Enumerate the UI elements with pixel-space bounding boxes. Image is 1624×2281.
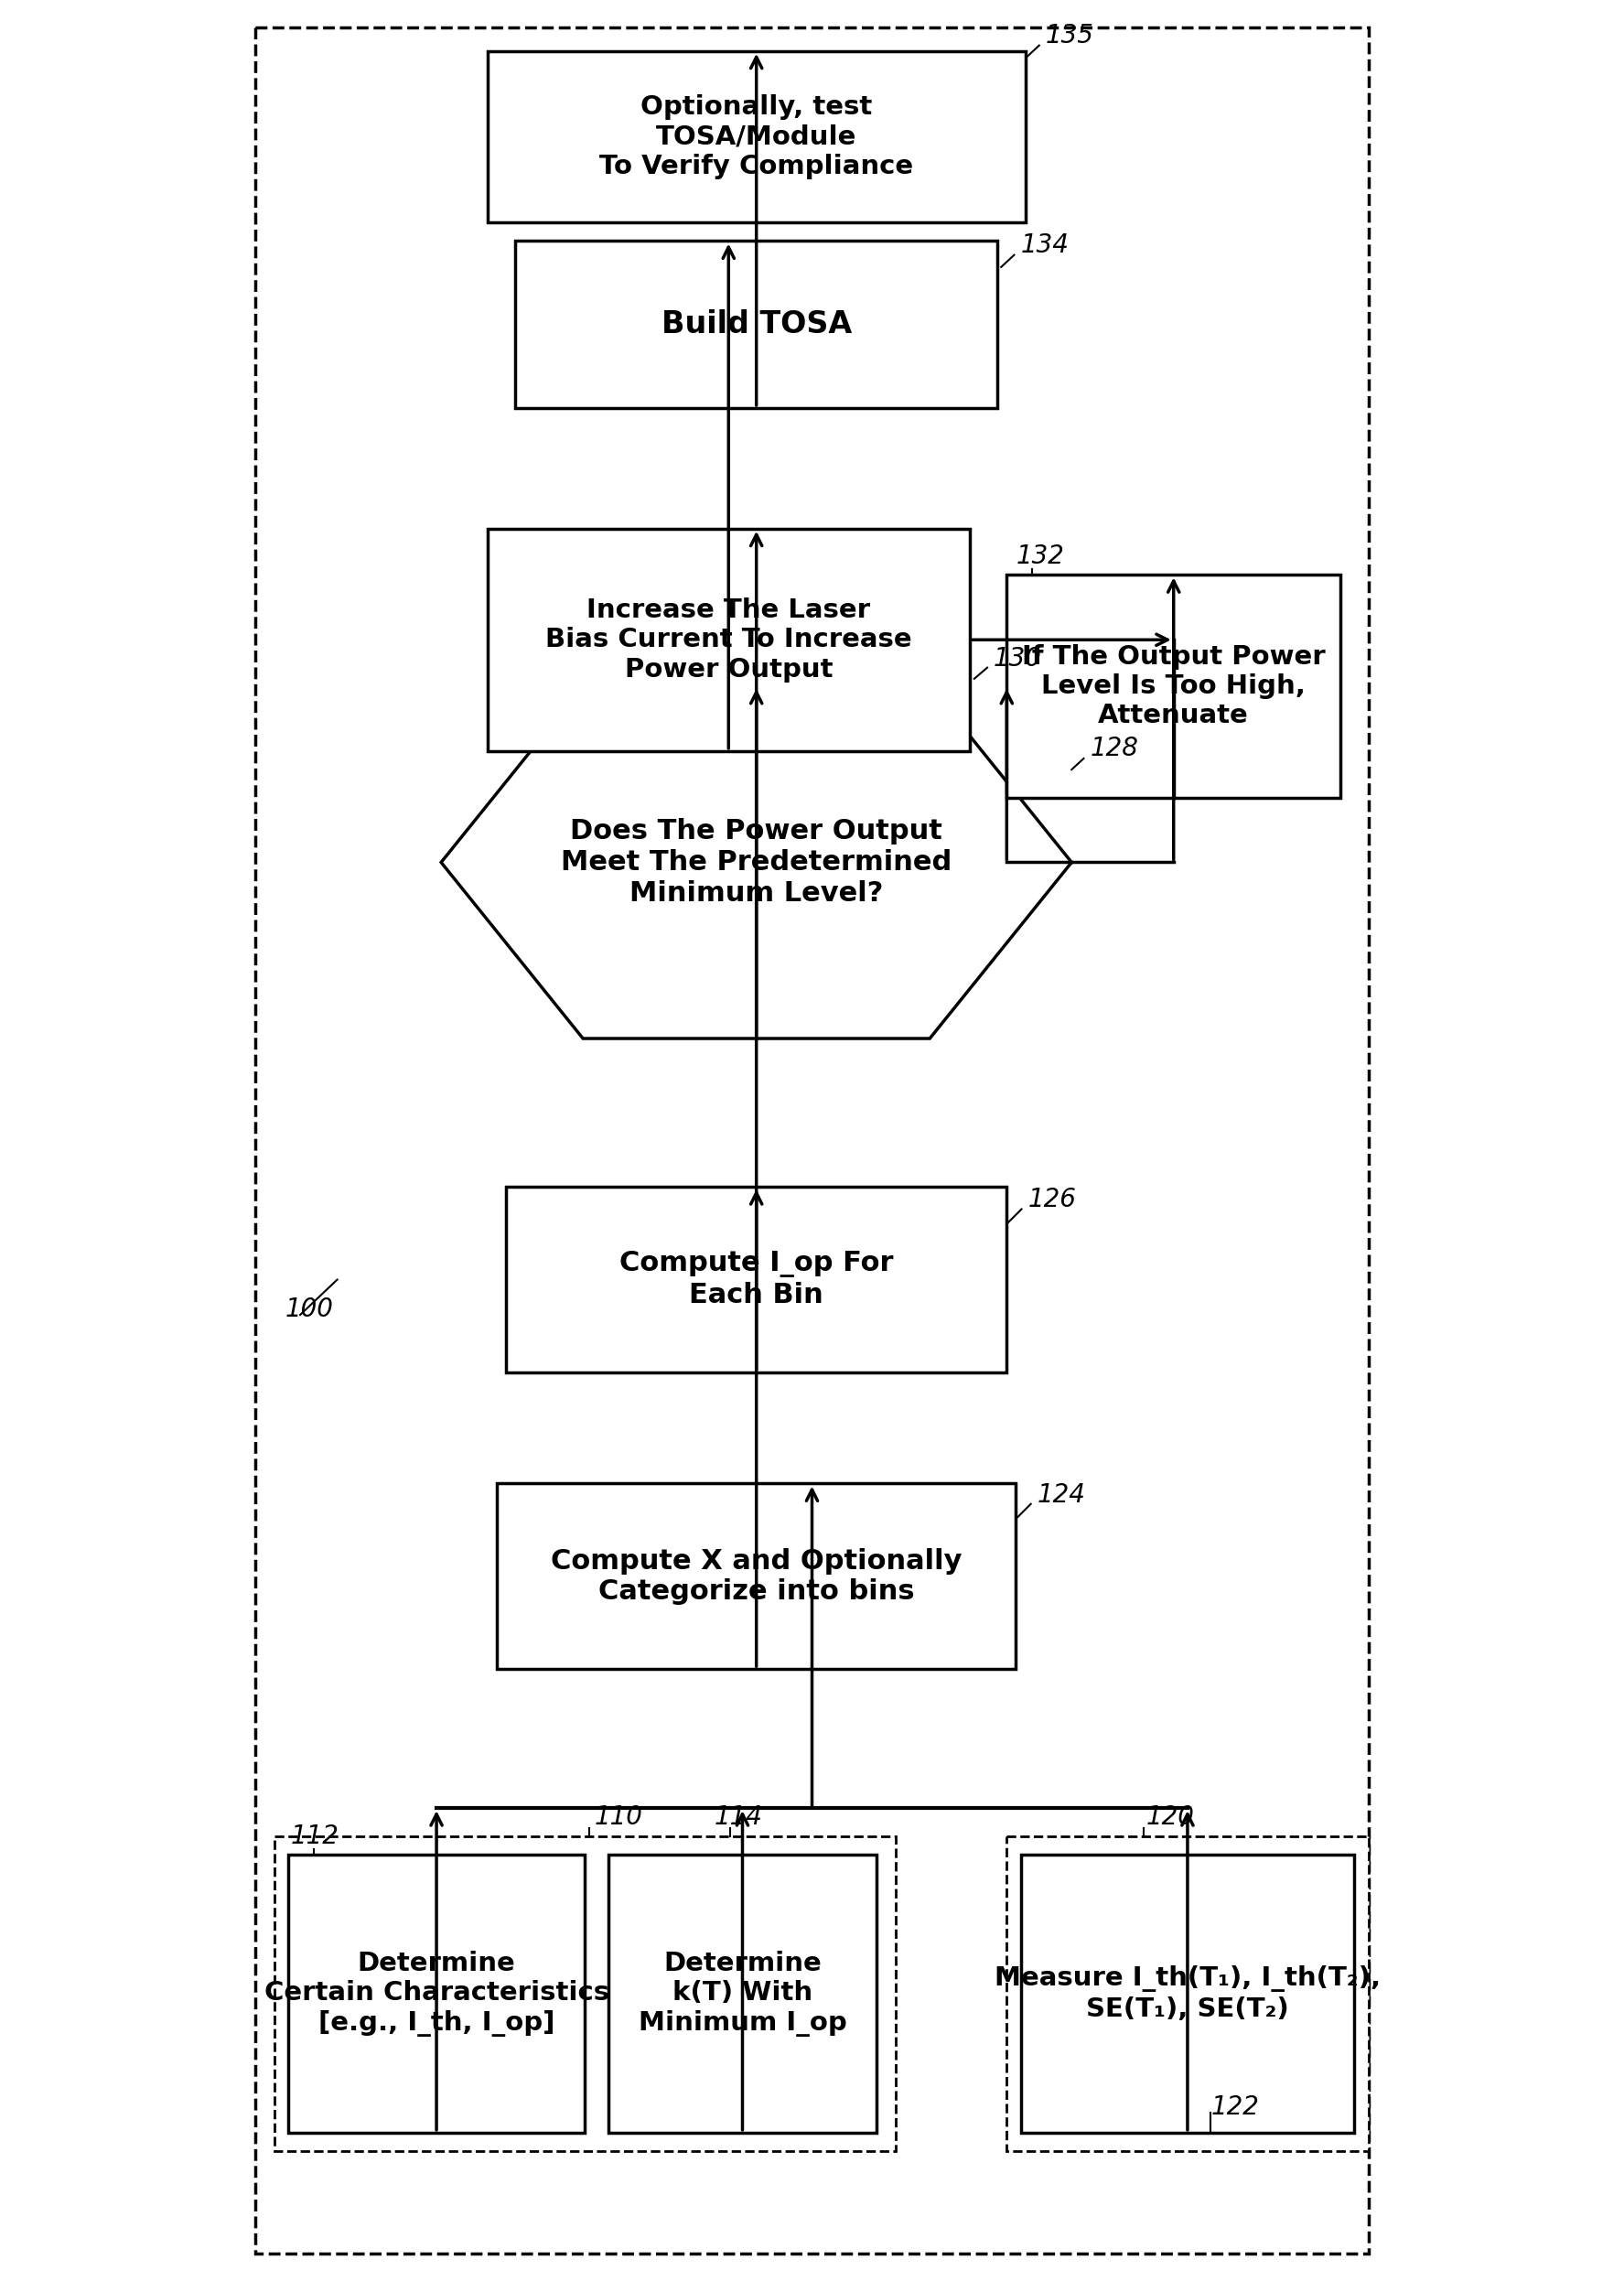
- Text: 135: 135: [1046, 23, 1095, 48]
- Bar: [287, 1854, 585, 2133]
- Text: If The Output Power
Level Is Too High,
Attenuate: If The Output Power Level Is Too High, A…: [1021, 643, 1325, 728]
- Bar: [487, 529, 970, 750]
- Text: 134: 134: [1020, 233, 1069, 258]
- Bar: [497, 1483, 1017, 1670]
- Bar: [1007, 1836, 1369, 2151]
- Bar: [507, 1186, 1007, 1373]
- Text: 110: 110: [594, 1804, 643, 1829]
- Bar: [1020, 1854, 1354, 2133]
- Text: 122: 122: [1212, 2094, 1259, 2119]
- Text: 120: 120: [1147, 1804, 1194, 1829]
- Polygon shape: [442, 687, 1072, 1038]
- Text: Build TOSA: Build TOSA: [661, 310, 851, 340]
- Text: Determine
Certain Characteristics
[e.g., I_th, I_op]: Determine Certain Characteristics [e.g.,…: [265, 1950, 609, 2037]
- Text: Determine
k(T) With
Minimum I_op: Determine k(T) With Minimum I_op: [638, 1950, 846, 2037]
- Bar: [607, 1854, 877, 2133]
- Text: Increase The Laser
Bias Current To Increase
Power Output: Increase The Laser Bias Current To Incre…: [546, 598, 911, 682]
- Text: Does The Power Output
Meet The Predetermined
Minimum Level?: Does The Power Output Meet The Predeterm…: [560, 819, 952, 906]
- Text: 124: 124: [1038, 1483, 1086, 1508]
- Bar: [1007, 575, 1340, 798]
- Bar: [515, 242, 997, 408]
- Bar: [274, 1836, 895, 2151]
- Text: Compute I_op For
Each Bin: Compute I_op For Each Bin: [619, 1250, 893, 1309]
- Text: 130: 130: [994, 646, 1043, 671]
- Text: 114: 114: [715, 1804, 763, 1829]
- Text: 100: 100: [286, 1296, 333, 1323]
- Text: 126: 126: [1028, 1186, 1077, 1213]
- Text: 132: 132: [1017, 543, 1064, 570]
- Bar: [487, 50, 1025, 224]
- Text: Measure I_th(T₁), I_th(T₂),
SE(T₁), SE(T₂): Measure I_th(T₁), I_th(T₂), SE(T₁), SE(T…: [994, 1966, 1380, 2021]
- Text: 112: 112: [291, 1823, 339, 1850]
- Text: Optionally, test
TOSA/Module
To Verify Compliance: Optionally, test TOSA/Module To Verify C…: [599, 94, 913, 180]
- Text: Compute X and Optionally
Categorize into bins: Compute X and Optionally Categorize into…: [551, 1549, 961, 1606]
- Text: 128: 128: [1090, 734, 1138, 762]
